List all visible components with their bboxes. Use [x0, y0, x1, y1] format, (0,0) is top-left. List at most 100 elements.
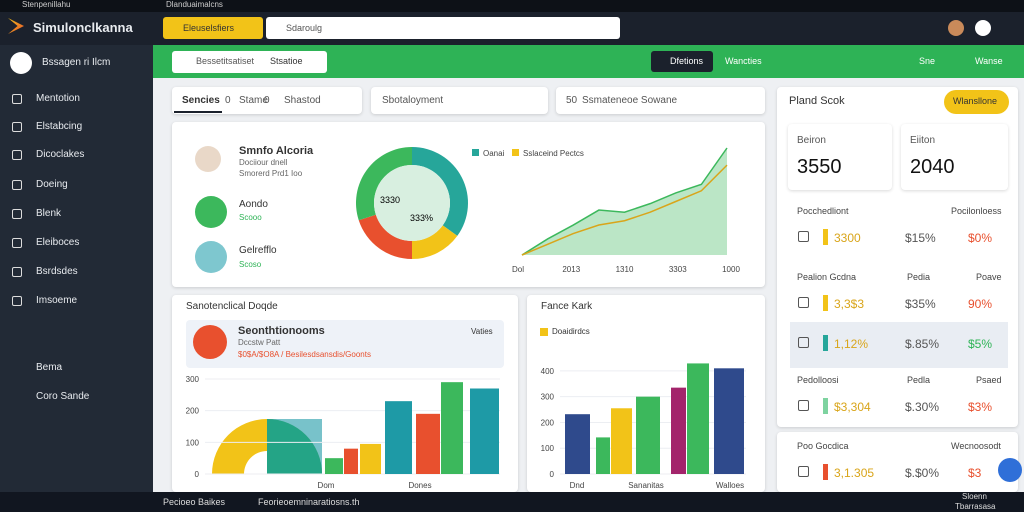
bar: [596, 437, 610, 474]
label: Pocchedliont: [797, 206, 849, 216]
y-tick-label: 0: [195, 470, 200, 479]
tab-underline: [174, 111, 222, 113]
search-yellow[interactable]: [163, 17, 263, 39]
label: Wecnoosodt: [951, 441, 1001, 451]
bar: [671, 387, 686, 474]
menu-item[interactable]: Doeing: [36, 179, 68, 190]
sidebar: [0, 45, 153, 492]
label: Fance Kark: [541, 301, 593, 312]
label: 0: [225, 95, 231, 106]
row-swatch: [823, 398, 828, 414]
label: Vaties: [471, 327, 493, 336]
label: 90%: [968, 297, 993, 311]
overview-card: [172, 122, 765, 287]
right-button[interactable]: [944, 90, 1009, 114]
bar: [416, 413, 440, 474]
x-tick-label: 2013: [562, 265, 580, 274]
checkbox[interactable]: [798, 297, 809, 308]
chat-button[interactable]: [998, 458, 1022, 482]
menu-item[interactable]: Bsrdsdes: [36, 266, 78, 277]
legend-text: Oanai: [483, 149, 505, 158]
taskbar: [0, 492, 1024, 512]
menu-item: Bema: [36, 362, 63, 373]
label: Wancties: [725, 56, 762, 66]
stat-card: [901, 124, 1008, 190]
menu-item[interactable]: Elstabcing: [36, 121, 83, 132]
search-box[interactable]: [266, 17, 620, 39]
menu-item[interactable]: Imsoeme: [36, 295, 78, 306]
label: Dlanduaimalcns: [166, 0, 223, 9]
filter-tabs[interactable]: [172, 87, 362, 114]
dropdown[interactable]: [371, 87, 548, 114]
x-tick-label: Sananitas: [628, 481, 664, 490]
label: Beiron: [797, 135, 826, 146]
label: $35%: [905, 297, 936, 311]
menu-item[interactable]: Blenk: [36, 208, 62, 219]
label: Smnfo Alcoria: [239, 145, 314, 157]
label: $3,304: [834, 400, 871, 414]
label: Aondo: [239, 199, 268, 210]
legend-text: Sslaceind Pectcs: [523, 149, 584, 158]
bar: [636, 396, 660, 474]
checkbox[interactable]: [798, 231, 809, 242]
label: Sbotaloyment: [382, 95, 444, 106]
right-panel-bottom: [777, 432, 1018, 492]
notification[interactable]: [975, 20, 991, 36]
x-tick-label: Dones: [408, 481, 431, 490]
label: Ssmateneoe Sowane: [582, 95, 678, 106]
label: Sloenn: [962, 492, 987, 501]
bar: [611, 408, 632, 474]
menu-icon: [12, 94, 22, 104]
checkbox[interactable]: [798, 400, 809, 411]
bar: [325, 458, 343, 474]
y-tick-label: 400: [541, 367, 555, 376]
label: Pocilonloess: [951, 206, 1002, 216]
menu-item[interactable]: Mentotion: [36, 93, 80, 104]
label: Seonthtionooms: [238, 325, 325, 337]
label: Stame: [239, 95, 268, 106]
avatar: [195, 196, 227, 228]
x-tick-label: 1000: [722, 265, 740, 274]
label: Scoso: [239, 260, 262, 269]
toolbar-search[interactable]: [172, 51, 327, 73]
legend-swatch: [472, 149, 479, 156]
menu-icon: [12, 122, 22, 132]
label: 0: [264, 95, 270, 106]
bar: [344, 448, 358, 474]
label: 3300: [834, 231, 861, 245]
bar: [687, 363, 709, 474]
avatar[interactable]: [948, 20, 964, 36]
x-tick-label: Dnd: [570, 481, 585, 490]
checkbox[interactable]: [798, 466, 809, 477]
avatar: [193, 325, 227, 359]
donut-center: [374, 165, 450, 241]
menu-item[interactable]: Eleiboces: [36, 237, 80, 248]
label: Pedia: [907, 272, 931, 282]
label: Shastod: [284, 95, 321, 106]
y-tick-label: 100: [186, 438, 200, 447]
avatar: [195, 146, 221, 172]
row-swatch: [823, 464, 828, 480]
label: 50: [566, 95, 578, 106]
bar: [360, 443, 381, 474]
menu-icon: [12, 238, 22, 248]
toolbar-button[interactable]: [651, 51, 713, 72]
label: Dfetions: [670, 56, 704, 66]
row-swatch: [823, 229, 828, 245]
label: Wanse: [975, 56, 1003, 66]
profile-icon: [10, 52, 32, 74]
label: $0$A/$O8A / Besilesdsansdis/Goonts: [238, 350, 371, 359]
label: Stenpenillahu: [22, 0, 71, 9]
checkbox[interactable]: [798, 337, 809, 348]
label: Eiiton: [910, 135, 936, 146]
dropdown[interactable]: [556, 87, 765, 114]
label: $.30%: [905, 400, 940, 414]
menu-item[interactable]: Dicoclakes: [36, 149, 85, 160]
label: Pecioeo Baikes: [163, 497, 226, 507]
label: Poave: [976, 272, 1002, 282]
y-tick-label: 300: [541, 393, 555, 402]
row-swatch: [823, 335, 828, 351]
label: $.$0%: [905, 466, 940, 480]
